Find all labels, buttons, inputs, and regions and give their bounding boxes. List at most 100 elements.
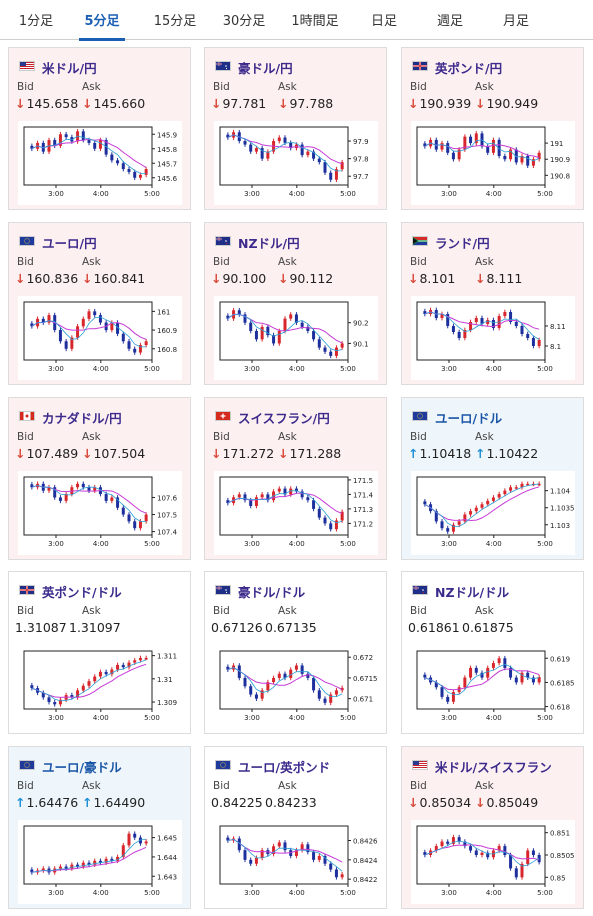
mini-chart[interactable]: 171.5 171.4 171.3 171.2 3:00 4:00 5:00 [214, 471, 378, 555]
rate-card[interactable]: NZドル/円 Bid Ask ↓90.100 ↓90.112 90.2 90.1 3:00 4:… [204, 222, 387, 385]
pair-name[interactable]: スイスフラン/円 [238, 411, 330, 426]
rate-card[interactable]: 豪ドル/円 Bid Ask ↓97.781 ↓97.788 97.9 97.8 97.7 3:0… [204, 47, 387, 210]
bid-value: 0.61861 [408, 620, 460, 635]
rate-card[interactable]: 英ポンド/円 Bid Ask ↓190.939 ↓190.949 191 190.9 190.… [401, 47, 584, 210]
mini-chart[interactable]: 161 160.9 160.8 3:00 4:00 5:00 [18, 296, 182, 380]
candle [486, 500, 490, 505]
arrow-down-icon: ↓ [278, 446, 289, 461]
candle [226, 500, 230, 504]
pair-name[interactable]: 豪ドル/円 [238, 61, 293, 76]
candle [294, 665, 298, 670]
bid-price: 97.781 [222, 96, 267, 111]
rate-card[interactable]: 豪ドル/ドル Bid Ask 0.67126 0.67135 0.672 0.6715 0.6… [204, 571, 387, 734]
mini-chart[interactable]: 107.6 107.5 107.4 3:00 4:00 5:00 [18, 471, 182, 555]
eu-flag-icon [412, 411, 428, 421]
bid-price: 1.64476 [26, 795, 79, 810]
ask-label: Ask [475, 81, 494, 93]
pair-name[interactable]: ランド/円 [435, 236, 490, 251]
y-tick-label: 171.3 [353, 506, 373, 514]
pair-name[interactable]: 豪ドル/ドル [238, 585, 306, 600]
candle [312, 852, 316, 860]
mini-chart[interactable]: 191 190.9 190.8 3:00 4:00 5:00 [411, 121, 575, 205]
pair-name[interactable]: 米ドル/スイスフラン [435, 760, 552, 775]
x-tick-label: 4:00 [289, 365, 305, 373]
candle [30, 685, 34, 689]
rate-card[interactable]: 英ポンド/ドル Bid Ask 1.31087 1.31097 1.311 1.31 1.30… [8, 571, 191, 734]
candle [133, 833, 137, 838]
tab-0[interactable]: 1分足 [18, 14, 54, 29]
candle [127, 341, 131, 349]
candle [277, 331, 281, 344]
ask-label: Ask [82, 81, 101, 93]
tab-4[interactable]: 1時間足 [291, 14, 339, 29]
bid-value: ↓8.101 [408, 271, 455, 286]
tab-5[interactable]: 日足 [370, 14, 397, 29]
pair-name[interactable]: ユーロ/豪ドル [42, 760, 122, 775]
pair-name[interactable]: ユーロ/ドル [435, 411, 503, 426]
mini-chart[interactable]: 0.8426 0.8424 0.8422 3:00 4:00 5:00 [214, 820, 378, 904]
arrow-down-icon: ↓ [278, 96, 289, 111]
rate-card[interactable]: ユーロ/円 Bid Ask ↓160.836 ↓160.841 161 160.9 160.8… [8, 222, 191, 385]
candle [243, 141, 247, 145]
bid-value: ↑1.10418 [408, 446, 471, 461]
moving-average-short-line [31, 135, 147, 174]
y-tick-label: 171.2 [353, 520, 373, 528]
mini-chart[interactable]: 90.2 90.1 3:00 4:00 5:00 [214, 296, 378, 380]
pair-name[interactable]: NZドル/ドル [435, 585, 510, 600]
tab-6[interactable]: 週足 [436, 14, 463, 29]
x-tick-label: 5:00 [144, 714, 160, 722]
x-tick-label: 4:00 [486, 540, 502, 548]
rate-card[interactable]: 米ドル/円 Bid Ask ↓145.658 ↓145.660 145.9 145.8 145… [8, 47, 191, 210]
pair-name[interactable]: 英ポンド/円 [435, 61, 503, 76]
rate-card[interactable]: スイスフラン/円 Bid Ask ↓171.272 ↓171.288 171.5 171.4… [204, 397, 387, 560]
pair-name[interactable]: ユーロ/円 [42, 236, 97, 251]
candle [329, 523, 333, 530]
y-tick-label: 0.671 [353, 696, 373, 704]
mini-chart[interactable]: 8.11 8.1 3:00 4:00 5:00 [411, 296, 575, 380]
rate-card[interactable]: 米ドル/スイスフラン Bid Ask ↓0.85034 ↓0.85049 0.851 0.8… [401, 746, 584, 909]
tab-2[interactable]: 15分足 [153, 14, 197, 29]
y-tick-label: 1.31 [157, 676, 173, 684]
bid-label: Bid [213, 605, 230, 617]
rate-card[interactable]: ランド/円 Bid Ask ↓8.101 ↓8.111 8.11 8.1 3:00 4:00 5:… [401, 222, 584, 385]
mini-chart[interactable]: 0.672 0.6715 0.671 3:00 4:00 5:00 [214, 645, 378, 729]
x-tick-label: 4:00 [93, 190, 109, 198]
candle [491, 663, 495, 668]
rate-card[interactable]: NZドル/ドル Bid Ask 0.61861 0.61875 0.619 0.6185 0.… [401, 571, 584, 734]
moving-average-short-line [31, 838, 147, 873]
pair-name[interactable]: NZドル/円 [238, 236, 300, 251]
mini-chart[interactable]: 97.9 97.8 97.7 3:00 4:00 5:00 [214, 121, 378, 205]
candle [127, 514, 131, 522]
mini-chart[interactable]: 145.9 145.8 145.7 145.6 3:00 4:00 5:00 [18, 121, 182, 205]
y-tick-label: 171.5 [353, 477, 373, 485]
candle [144, 169, 148, 175]
tab-1[interactable]: 5分足 [70, 0, 134, 41]
plot-frame [23, 476, 153, 536]
candle [503, 156, 507, 160]
x-tick-label: 4:00 [486, 190, 502, 198]
x-tick-label: 3:00 [48, 190, 64, 198]
mini-chart[interactable]: 1.104 1.1035 1.103 3:00 4:00 5:00 [411, 471, 575, 555]
mini-chart[interactable]: 0.619 0.6185 0.618 3:00 4:00 5:00 [411, 645, 575, 729]
rate-card[interactable]: ユーロ/ドル Bid Ask ↑1.10418 ↑1.10422 1.104 1.1035 1… [401, 397, 584, 560]
pair-name[interactable]: 米ドル/円 [42, 61, 97, 76]
x-tick-label: 5:00 [537, 365, 553, 373]
mini-chart[interactable]: 1.645 1.644 1.643 3:00 4:00 5:00 [18, 820, 182, 904]
rate-card[interactable]: カナダドル/円 Bid Ask ↓107.489 ↓107.504 107.6 107.5 1… [8, 397, 191, 560]
bid-label: Bid [213, 431, 230, 443]
candle [469, 136, 473, 144]
rate-card[interactable]: ユーロ/豪ドル Bid Ask ↑1.64476 ↑1.64490 1.645 1.644 1… [8, 746, 191, 909]
tab-3[interactable]: 30分足 [222, 14, 266, 29]
pair-name[interactable]: ユーロ/英ポンド [238, 760, 331, 775]
tab-7[interactable]: 月足 [502, 14, 529, 29]
moving-average-line [227, 667, 343, 690]
rate-card[interactable]: ユーロ/英ポンド Bid Ask 0.84225 0.84233 0.8426 0.8424… [204, 746, 387, 909]
candle [41, 318, 45, 323]
mini-chart[interactable]: 1.311 1.31 1.309 3:00 4:00 5:00 [18, 645, 182, 729]
pair-name[interactable]: 英ポンド/ドル [42, 585, 122, 600]
us-flag-icon [19, 61, 35, 71]
candle [423, 501, 427, 505]
mini-chart[interactable]: 0.851 0.8505 0.85 3:00 4:00 5:00 [411, 820, 575, 904]
moving-average-short-line [31, 485, 147, 522]
pair-name[interactable]: カナダドル/円 [42, 411, 122, 426]
